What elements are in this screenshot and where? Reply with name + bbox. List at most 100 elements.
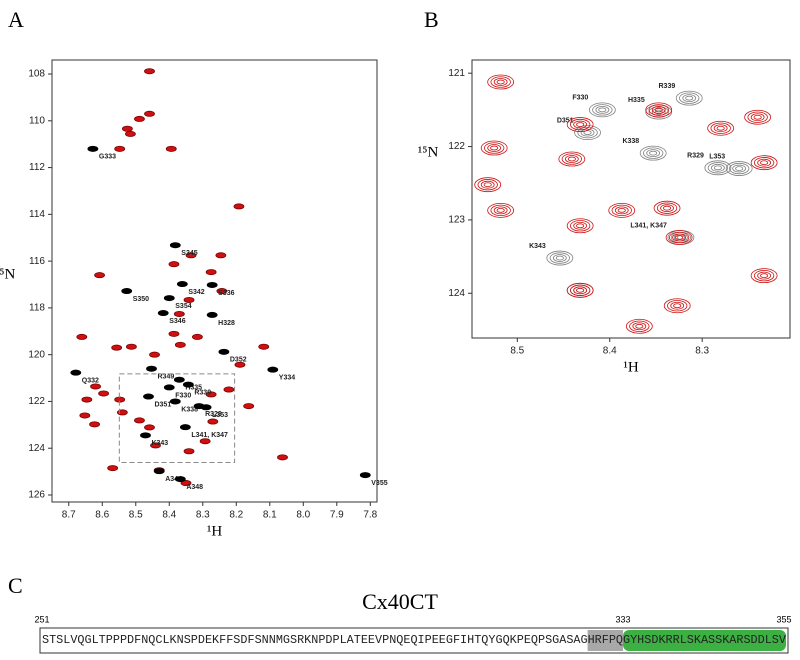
contour xyxy=(654,107,663,113)
contour xyxy=(675,90,703,106)
contour xyxy=(573,286,588,295)
peak xyxy=(653,200,681,216)
x-tick-label: 8.4 xyxy=(162,510,176,521)
peak xyxy=(215,252,227,259)
peak xyxy=(588,102,616,118)
contour xyxy=(654,109,663,115)
y-tick-label: 110 xyxy=(29,115,45,126)
peak xyxy=(487,74,515,90)
peak xyxy=(165,145,177,152)
contour xyxy=(757,271,772,280)
contour xyxy=(546,250,574,266)
peak xyxy=(157,310,169,317)
contour xyxy=(679,92,700,104)
peak xyxy=(70,369,82,376)
peak xyxy=(566,117,594,132)
peak xyxy=(205,269,217,276)
peak xyxy=(645,102,673,118)
contour xyxy=(576,223,585,229)
contour xyxy=(558,151,586,167)
peak xyxy=(707,120,735,136)
contour xyxy=(632,322,647,331)
contour xyxy=(570,284,591,296)
peak-label: L341, K347 xyxy=(191,432,228,439)
peak xyxy=(173,376,185,383)
peak xyxy=(149,351,160,358)
contour xyxy=(651,105,666,114)
contour xyxy=(608,202,636,218)
y-axis-label: ¹⁵N xyxy=(418,144,439,160)
peak xyxy=(81,396,93,403)
contour xyxy=(704,160,732,176)
peak xyxy=(153,468,165,475)
x-axis-label: ¹H xyxy=(207,523,222,539)
x-tick-label: 8.5 xyxy=(129,510,143,521)
contour xyxy=(480,180,495,189)
peak xyxy=(125,130,136,137)
peak xyxy=(98,390,109,397)
contour xyxy=(490,76,511,88)
peak xyxy=(79,412,91,419)
peak xyxy=(243,403,255,410)
peak xyxy=(566,218,594,234)
contour xyxy=(757,158,772,167)
peak xyxy=(144,110,155,117)
peak-label: F330 xyxy=(572,95,588,102)
sequence-highlight xyxy=(587,630,624,651)
peak-label: S354 xyxy=(175,303,191,310)
peak xyxy=(234,361,246,368)
peak xyxy=(199,438,211,445)
contour xyxy=(710,163,725,172)
contour xyxy=(635,323,644,329)
contour xyxy=(713,124,728,133)
peak xyxy=(480,140,508,156)
contour xyxy=(576,287,585,293)
peak xyxy=(182,381,194,388)
contour xyxy=(549,252,570,264)
peak xyxy=(76,333,88,340)
peak xyxy=(608,202,636,218)
peak xyxy=(150,442,161,449)
peak xyxy=(87,145,99,152)
contour xyxy=(753,114,762,120)
residue-number: 355 xyxy=(776,614,791,624)
contour xyxy=(614,206,629,215)
contour xyxy=(592,104,613,116)
contour xyxy=(577,126,598,139)
peak xyxy=(645,104,673,120)
contour xyxy=(744,109,772,125)
peak xyxy=(144,424,155,431)
peak-label: Y334 xyxy=(279,374,295,381)
peak xyxy=(359,472,371,479)
peak-label: R339 xyxy=(659,83,676,90)
peak-label: K343 xyxy=(151,440,168,447)
x-tick-label: 8.7 xyxy=(62,510,76,521)
contour xyxy=(663,205,672,211)
contour xyxy=(474,177,502,193)
peak xyxy=(89,421,100,428)
contour xyxy=(629,320,650,332)
peak xyxy=(205,391,217,398)
peak xyxy=(163,295,175,302)
peak xyxy=(168,261,180,268)
contour xyxy=(651,108,666,116)
peak xyxy=(639,145,667,161)
plot-frame xyxy=(51,59,378,503)
x-tick-label: 8.5 xyxy=(510,346,524,357)
peak xyxy=(744,109,772,125)
contour xyxy=(750,113,765,122)
contour xyxy=(648,106,669,118)
sequence-segment: HRFPQ xyxy=(588,633,623,647)
peak xyxy=(183,448,195,455)
sequence-segment: STSLVQGLTPPPDFNQCLKNSPDEKFFSDFSNNMGSRKNP… xyxy=(42,633,588,647)
peak-label: R339 xyxy=(194,389,211,396)
panel-label: A xyxy=(8,7,24,32)
peak-label: H328 xyxy=(218,320,235,327)
peak xyxy=(107,465,119,472)
peak-label: R329 xyxy=(205,411,222,418)
contour xyxy=(710,122,731,134)
contour xyxy=(487,144,502,152)
y-tick-label: 126 xyxy=(28,490,45,501)
contour xyxy=(552,254,567,262)
peak xyxy=(474,177,502,193)
